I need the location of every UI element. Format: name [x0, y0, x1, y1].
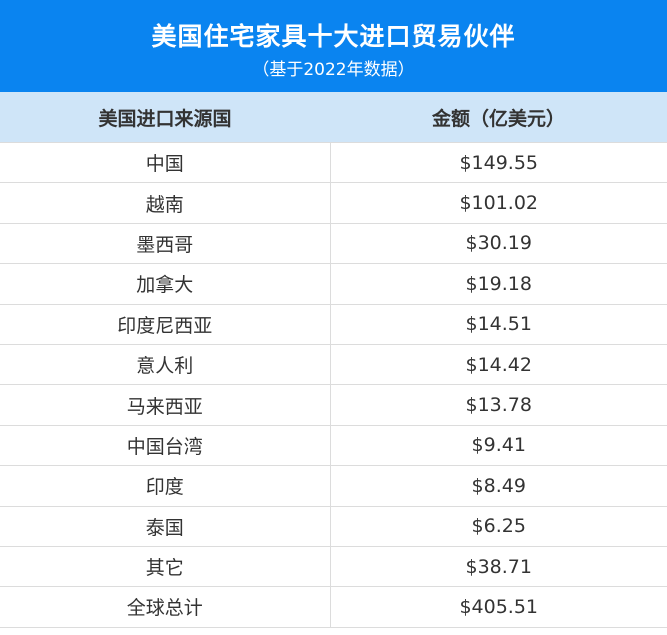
amount-cell: $101.02	[329, 182, 667, 224]
table-row: 中国台湾 $9.41	[0, 424, 667, 467]
table-row: 马来西亚 $13.78	[0, 384, 667, 426]
amount-cell: $38.71	[329, 545, 667, 588]
amount-cell: $14.42	[329, 343, 667, 386]
table-row: 中国 $149.55	[0, 141, 667, 184]
amount-cell: $8.49	[329, 465, 667, 507]
amount-cell: $19.18	[329, 263, 667, 305]
amount-cell: $149.55	[329, 141, 667, 184]
country-cell: 印度尼西亚	[0, 303, 331, 345]
country-cell: 其它	[0, 545, 331, 588]
table-row: 印度尼西亚 $14.51	[0, 303, 667, 345]
country-cell: 马来西亚	[0, 384, 331, 426]
table-row: 意人利 $14.42	[0, 343, 667, 386]
column-header-amount: 金额（亿美元）	[330, 92, 667, 143]
country-cell: 越南	[0, 182, 331, 224]
title-banner: 美国住宅家具十大进口贸易伙伴 （基于2022年数据）	[0, 0, 667, 92]
header-row: 美国进口来源国 金额（亿美元）	[0, 92, 667, 143]
country-cell: 泰国	[0, 505, 331, 547]
country-cell: 墨西哥	[0, 222, 331, 265]
country-cell: 加拿大	[0, 263, 331, 305]
table-row: 全球总计 $405.51	[0, 586, 667, 628]
amount-cell: $405.51	[329, 586, 667, 628]
amount-cell: $14.51	[329, 303, 667, 345]
table-row: 其它 $38.71	[0, 545, 667, 588]
amount-cell: $30.19	[329, 222, 667, 265]
page-subtitle: （基于2022年数据）	[252, 60, 415, 80]
page-title: 美国住宅家具十大进口贸易伙伴	[151, 22, 516, 51]
country-cell: 中国台湾	[0, 424, 331, 467]
table-row: 越南 $101.02	[0, 182, 667, 224]
amount-cell: $9.41	[329, 424, 667, 467]
amount-cell: $6.25	[329, 505, 667, 547]
import-table: 美国进口来源国 金额（亿美元） 中国 $149.55 越南 $101.02 墨西哥 $30…	[0, 92, 667, 628]
country-cell: 意人利	[0, 343, 331, 386]
column-header-country: 美国进口来源国	[0, 92, 330, 143]
country-cell: 印度	[0, 465, 331, 507]
table-row: 墨西哥 $30.19	[0, 222, 667, 265]
table-row: 加拿大 $19.18	[0, 263, 667, 305]
country-cell: 全球总计	[0, 586, 331, 628]
table-row: 泰国 $6.25	[0, 505, 667, 547]
amount-cell: $13.78	[329, 384, 667, 426]
country-cell: 中国	[0, 141, 331, 184]
table-row: 印度 $8.49	[0, 465, 667, 507]
